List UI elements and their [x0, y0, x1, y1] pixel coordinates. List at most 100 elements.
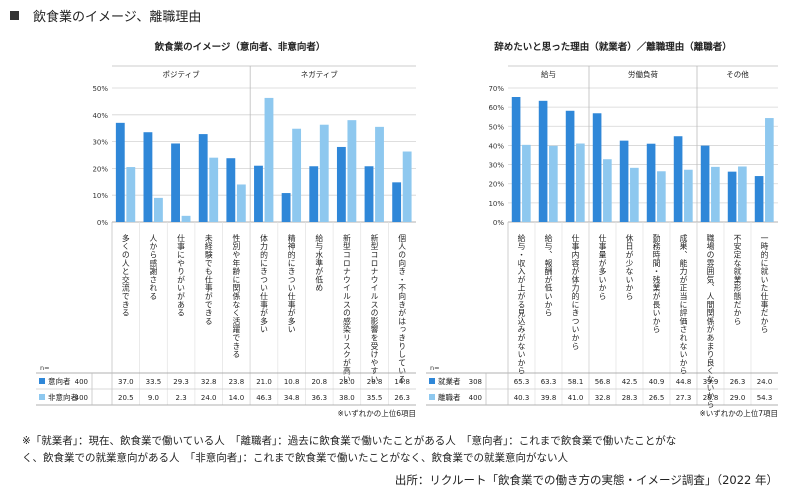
chart2-y-tick-label: 40%: [488, 142, 504, 150]
chart1-bar: [347, 120, 357, 222]
chart1-bar: [254, 165, 263, 222]
chart1-bar: [209, 157, 219, 222]
chart1-category-label: 給与水準が低め: [315, 233, 324, 292]
chart2-data-label: 41.0: [568, 394, 584, 402]
chart1-bar: [364, 166, 374, 222]
chart1-data-label: 20.8: [367, 378, 383, 386]
chart1-legend-label: 意向者: [48, 376, 71, 386]
chart2-data-label: 24.0: [757, 378, 773, 386]
chart1-y-tick-label: 50%: [92, 85, 108, 93]
chart2-data-label: 28.8: [703, 394, 719, 402]
chart1-bar: [392, 182, 402, 222]
chart1-data-label: 14.0: [229, 394, 245, 402]
chart1-title: 飲食業のイメージ（意向者、非意向者）: [154, 41, 326, 53]
chart2-bar: [565, 110, 575, 222]
chart2-bar: [684, 169, 693, 222]
chart1-data-label: 46.3: [256, 394, 272, 402]
chart1-bar: [171, 143, 180, 222]
chart1-category-label: 仕事にやりがいがある: [176, 233, 185, 317]
chart1-bar: [226, 158, 236, 222]
chart1-category-label: 新型コロナウイルスの感染リスクが高い: [342, 233, 351, 384]
chart1-bar: [143, 132, 153, 222]
chart1-bar: [126, 167, 136, 222]
chart1-bar: [319, 124, 329, 222]
chart2-legend-swatch: [429, 394, 435, 400]
chart2-bar: [738, 166, 747, 222]
chart1-bar: [264, 97, 274, 222]
footnote-line-2: く、飲食業での就業意向がある人 「非意向者」：これまで飲食業で働いたことがなく、…: [22, 452, 568, 464]
chart2-category-label: 給与・収入が上がる見込みがないから: [517, 233, 526, 375]
chart1-y-tick-label: 10%: [92, 192, 108, 200]
chart2-bar: [603, 159, 612, 222]
chart2-data-label: 65.3: [514, 378, 530, 386]
chart2-bar: [619, 140, 629, 222]
chart1-bar: [402, 151, 412, 222]
chart2-title: 辞めたいと思った理由（就業者）／離職理由（離職者）: [494, 41, 732, 53]
chart1-data-label: 29.3: [173, 378, 189, 386]
chart1-bar: [292, 128, 302, 222]
chart2-data-label: 26.3: [730, 378, 746, 386]
chart2-y-tick-label: 50%: [488, 123, 504, 131]
chart1-bar: [115, 122, 125, 222]
chart2-category-label: 仕事量が多いから: [598, 233, 607, 301]
chart2-legend-label: 就業者: [438, 376, 461, 386]
chart2-y-tick-label: 10%: [488, 200, 504, 208]
chart2-data-label: 58.1: [568, 378, 584, 386]
chart1-data-label: 21.0: [256, 378, 272, 386]
chart1-legend-swatch: [39, 378, 45, 384]
chart1-data-label: 2.3: [176, 394, 187, 402]
chart1-data-label: 36.3: [311, 394, 327, 402]
chart2-category-label: 成果、能力が正当に評価されないから: [679, 233, 688, 375]
chart2-group-label: 労働負荷: [628, 69, 658, 79]
chart2-data-label: 40.9: [649, 378, 665, 386]
chart1-bar: [198, 134, 208, 222]
chart1-data-label: 33.5: [146, 378, 162, 386]
chart1-legend-label: 非意向者: [48, 392, 78, 402]
chart2-bar: [765, 118, 774, 222]
chart2-data-label: 29.0: [730, 394, 746, 402]
chart1-group-label: ネガティブ: [301, 69, 339, 79]
header-square-icon: [10, 11, 19, 20]
chart2-y-tick-label: 0%: [493, 219, 504, 227]
chart1-bar: [375, 126, 384, 222]
chart2-data-label: 42.5: [622, 378, 638, 386]
chart1-data-label: 38.0: [339, 394, 355, 402]
chart2-data-label: 54.3: [757, 394, 773, 402]
chart2-bar: [576, 143, 585, 222]
chart1-bar: [181, 215, 191, 222]
chart2-data-label: 39.8: [541, 394, 557, 402]
chart2-category-label: 一時的に就いた仕事だから: [760, 234, 769, 334]
chart1-note: ※いずれかの上位6項目: [337, 408, 416, 418]
chart1-data-label: 23.8: [229, 378, 245, 386]
chart1-category-label: 性別や年齢に関係なく活躍できる: [232, 233, 241, 359]
chart2-n-value: 308: [469, 378, 482, 386]
chart1-n-value: 400: [75, 378, 88, 386]
chart1-y-tick-label: 30%: [92, 139, 108, 147]
chart2-data-label: 44.8: [676, 378, 692, 386]
chart2-bar: [630, 167, 639, 222]
chart1-bar: [309, 166, 319, 222]
chart2-note: ※いずれかの上位7項目: [699, 408, 778, 418]
chart2-data-label: 26.5: [649, 394, 665, 402]
chart1-bar: [154, 197, 163, 222]
page-title: 飲食業のイメージ、離職理由: [33, 10, 202, 25]
chart1-n-value: 400: [75, 394, 88, 402]
chart1-data-label: 37.0: [118, 378, 134, 386]
chart1-category-label: 新型コロナウイルスの影響を受けやすい: [370, 233, 379, 384]
chart2-n-value: 400: [469, 394, 482, 402]
chart1-data-label: 9.0: [148, 394, 159, 402]
chart2-category-label: 給与、報酬が低いから: [544, 233, 553, 317]
chart2-data-label: 39.9: [703, 378, 719, 386]
chart1-category-label: 未経験でも仕事ができる: [204, 233, 213, 325]
chart1-data-label: 32.8: [201, 378, 217, 386]
chart1-data-label: 20.8: [311, 378, 327, 386]
chart2-category-label: 休日が少ないから: [625, 233, 634, 301]
chart2-bar: [700, 145, 710, 222]
chart1-category-label: 個人の向き・不向きがはっきりしている: [398, 233, 407, 384]
chart1-y-tick-label: 20%: [92, 165, 108, 173]
chart2-category-label: 不安定な就業形態だから: [733, 234, 742, 325]
chart1-y-tick-label: 0%: [97, 219, 108, 227]
chart2-category-label: 勤務時間・残業が長いから: [652, 233, 661, 334]
chart1-bar: [336, 146, 346, 222]
